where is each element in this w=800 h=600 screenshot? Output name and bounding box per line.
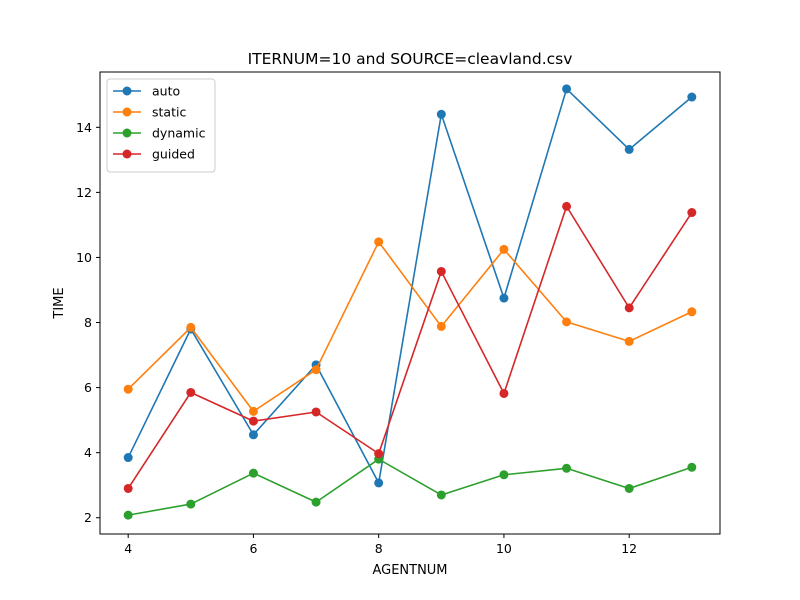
data-point-auto (687, 92, 697, 102)
x-tick-label: 12 (621, 541, 637, 556)
x-axis: 4 6 8 10 12 (124, 534, 637, 556)
data-point-dynamic (123, 510, 133, 520)
data-point-static (624, 336, 634, 346)
legend-box (106, 78, 216, 173)
data-point-guided (186, 387, 196, 397)
data-point-static (374, 237, 384, 247)
data-point-dynamic (687, 462, 697, 472)
x-tick-label: 6 (249, 541, 257, 556)
data-point-auto (624, 144, 634, 154)
y-tick-label: 6 (84, 380, 92, 395)
data-point-static (311, 365, 321, 375)
data-point-dynamic (436, 490, 446, 500)
data-point-dynamic (248, 468, 258, 478)
data-point-dynamic (186, 499, 196, 509)
plot-area (123, 84, 697, 520)
data-point-guided (687, 208, 697, 218)
series-line-guided (127, 205, 693, 489)
data-point-dynamic (311, 497, 321, 507)
series-line-static (127, 241, 693, 413)
data-point-static (248, 406, 258, 416)
series-static (123, 237, 697, 416)
data-point-auto (499, 293, 509, 303)
data-point-auto (123, 453, 133, 463)
legend-swatch-marker (122, 107, 132, 117)
legend-label: auto (152, 84, 180, 99)
data-point-auto (248, 430, 258, 440)
data-point-auto (562, 84, 572, 94)
y-axis-label: TIME (52, 287, 67, 319)
legend-label: static (152, 105, 186, 120)
data-point-guided (248, 416, 258, 426)
x-tick-label: 10 (496, 541, 512, 556)
legend-swatch-marker (122, 128, 132, 138)
y-tick-label: 2 (84, 510, 92, 525)
y-tick-label: 14 (76, 120, 92, 135)
legend-swatch-marker (122, 149, 132, 159)
legend-item-dynamic: dynamic (113, 126, 206, 141)
series-dynamic (123, 454, 697, 520)
x-tick-label: 8 (375, 541, 383, 556)
series-line-dynamic (128, 458, 693, 516)
chart-title: ITERNUM=10 and SOURCE=cleavland.csv (248, 50, 573, 68)
data-point-guided (123, 483, 133, 493)
legend: auto static dynamic guided (106, 78, 216, 173)
x-axis-label: AGENTNUM (372, 563, 447, 578)
y-tick-label: 12 (76, 185, 92, 200)
legend-label: guided (152, 147, 195, 162)
data-point-static (123, 384, 133, 394)
data-point-auto (436, 109, 446, 119)
plot-frame (99, 71, 721, 535)
x-tick-label: 4 (124, 541, 132, 556)
legend-label: dynamic (152, 126, 206, 141)
data-point-static (186, 322, 196, 332)
data-point-guided (436, 266, 446, 276)
legend-swatch-marker (122, 86, 132, 96)
data-point-dynamic (624, 483, 634, 493)
legend-item-guided: guided (113, 147, 195, 162)
legend-item-auto: auto (113, 84, 180, 99)
data-point-guided (562, 201, 572, 211)
data-point-guided (499, 388, 509, 398)
data-point-dynamic (562, 463, 572, 473)
data-point-guided (311, 407, 321, 417)
series-auto (123, 84, 697, 488)
data-point-static (687, 307, 697, 317)
data-point-guided (374, 449, 384, 459)
data-point-static (499, 244, 509, 254)
y-tick-label: 8 (84, 315, 92, 330)
legend-item-static: static (113, 105, 186, 120)
data-point-static (436, 321, 446, 331)
data-point-auto (374, 478, 384, 488)
y-tick-label: 4 (84, 445, 92, 460)
data-point-dynamic (499, 470, 509, 480)
y-axis: 2 4 6 8 10 12 14 (76, 120, 100, 525)
series-line-auto (127, 88, 693, 484)
data-point-static (562, 317, 572, 327)
y-tick-label: 10 (76, 250, 92, 265)
data-point-guided (624, 303, 634, 313)
series-guided (123, 201, 697, 493)
